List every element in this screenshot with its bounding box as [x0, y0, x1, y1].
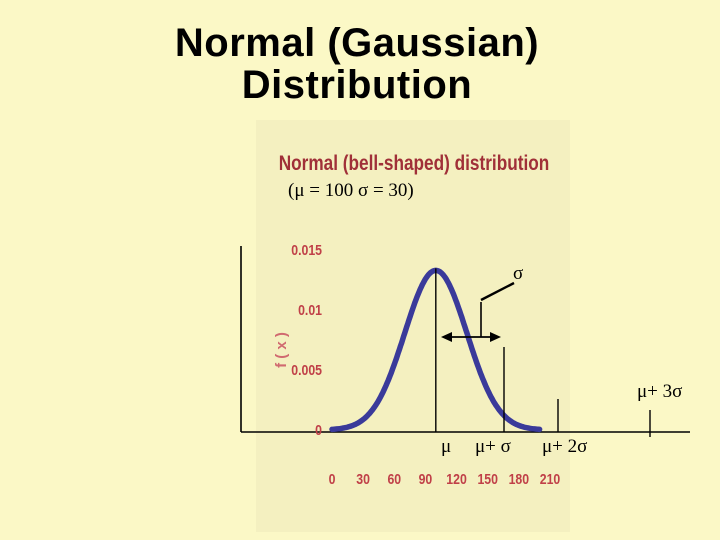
x-tick-labels: 0 30 60 90 120 150 180 210: [329, 471, 561, 487]
x-tick-label-150: 150: [477, 471, 498, 487]
y-tick-labels: 0 0.005 0.01 0.015: [291, 242, 322, 438]
x-tick-label-0: 0: [329, 471, 336, 487]
sigma-leader-line: [480, 281, 515, 302]
x-tick-label-90: 90: [419, 471, 433, 487]
slide-title: Normal (Gaussian) Distribution: [0, 22, 720, 106]
slide-title-line1: Normal (Gaussian): [174, 21, 540, 65]
sigma-width-arrow: [441, 302, 501, 342]
slide-title-line2: Distribution: [241, 63, 473, 107]
sigma-label: σ: [513, 263, 523, 284]
y-axis-label: f ( x ): [273, 332, 290, 368]
chart-subtitle: (μ = 100 σ = 30): [288, 180, 414, 201]
mu-label: μ: [441, 436, 451, 457]
mu-plus-2sigma-label: μ+ 2σ: [542, 436, 587, 457]
x-tick-label-30: 30: [356, 471, 370, 487]
x-tick-label-210: 210: [540, 471, 561, 487]
chart-title: Normal (bell-shaped) distribution: [279, 153, 550, 176]
y-tick-label-1: 0.005: [291, 362, 322, 378]
x-tick-label-60: 60: [387, 471, 401, 487]
y-tick-label-2: 0.01: [298, 302, 322, 318]
mu-plus-3sigma-label: μ+ 3σ: [637, 381, 682, 402]
y-tick-label-0: 0: [315, 422, 322, 438]
chart-panel: [256, 120, 570, 532]
x-tick-label-120: 120: [446, 471, 467, 487]
mu-plus-sigma-label: μ+ σ: [475, 436, 511, 457]
y-tick-label-3: 0.015: [291, 242, 322, 258]
x-tick-label-180: 180: [509, 471, 530, 487]
